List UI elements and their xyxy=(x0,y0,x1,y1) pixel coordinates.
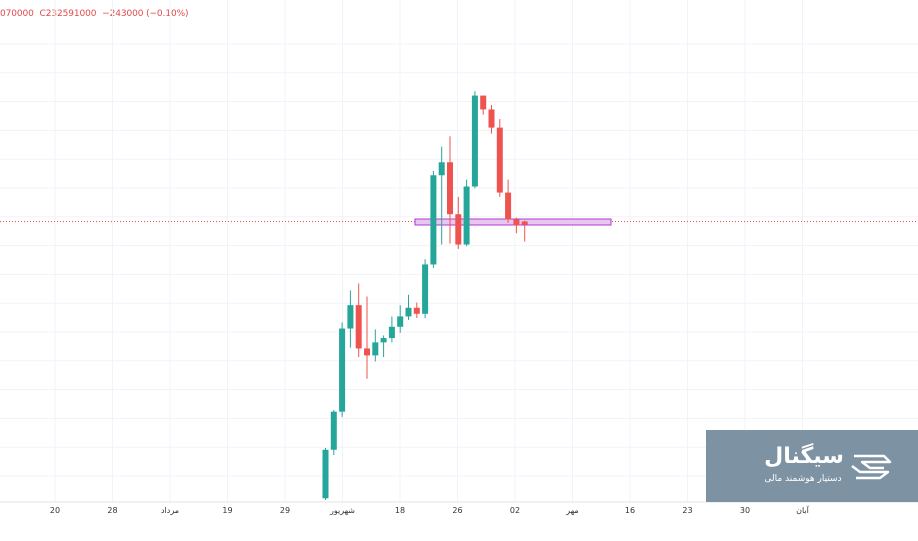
candle-body xyxy=(505,192,512,220)
candle-body xyxy=(455,214,462,245)
signal-s-logo-icon xyxy=(851,454,892,480)
candle-body xyxy=(463,186,470,245)
candle-body xyxy=(496,127,503,193)
candle-body xyxy=(521,221,528,225)
x-tick-label: 16 xyxy=(625,506,635,515)
x-tick-label: 02 xyxy=(510,506,520,515)
candle-body xyxy=(355,305,362,349)
x-tick-label: مرداد xyxy=(161,506,179,515)
candle-body xyxy=(347,305,354,329)
support-zone-rect xyxy=(414,218,612,226)
candle-body xyxy=(413,307,420,314)
brand-watermark: سیگنال دستیار هوشمند مالی xyxy=(706,430,918,502)
candle-body xyxy=(322,449,329,499)
candle-body xyxy=(513,219,520,226)
candle-body xyxy=(388,326,395,339)
brand-tagline: دستیار هوشمند مالی xyxy=(764,474,842,484)
x-tick-label: 29 xyxy=(280,506,290,515)
candle-body xyxy=(488,109,495,128)
x-tick-label: 20 xyxy=(50,506,60,515)
candle-body xyxy=(430,175,437,265)
ohlc-legend: 070000 C232591000 −243000 (−0.10%) xyxy=(0,9,191,19)
candle-body xyxy=(405,307,412,317)
x-tick-label: 30 xyxy=(740,506,750,515)
x-tick-label: مهر xyxy=(565,506,578,515)
candle-body xyxy=(422,264,429,314)
x-tick-label: شهریور xyxy=(329,506,355,515)
x-tick-label: 28 xyxy=(107,506,117,515)
candle-body xyxy=(372,342,379,356)
x-tick-label: آبان xyxy=(796,505,810,515)
x-tick-label: 23 xyxy=(682,506,692,515)
candle-body xyxy=(480,95,487,110)
candle-body xyxy=(364,348,370,356)
candle-body xyxy=(339,328,346,412)
candle-body xyxy=(330,411,337,450)
x-tick-label: 19 xyxy=(222,506,232,515)
x-tick-label: 26 xyxy=(452,506,462,515)
candle-body xyxy=(438,162,445,176)
close-value: C232591000 xyxy=(39,9,97,19)
candle-body xyxy=(380,338,387,343)
brand-name: سیگنال xyxy=(764,444,844,469)
candle-body xyxy=(447,162,453,215)
change-value: −243000 (−0.10%) xyxy=(102,9,189,19)
candle-body xyxy=(397,316,404,327)
x-tick-label: 18 xyxy=(395,506,405,515)
candle-body xyxy=(471,95,478,187)
open-value: 070000 xyxy=(0,9,34,19)
